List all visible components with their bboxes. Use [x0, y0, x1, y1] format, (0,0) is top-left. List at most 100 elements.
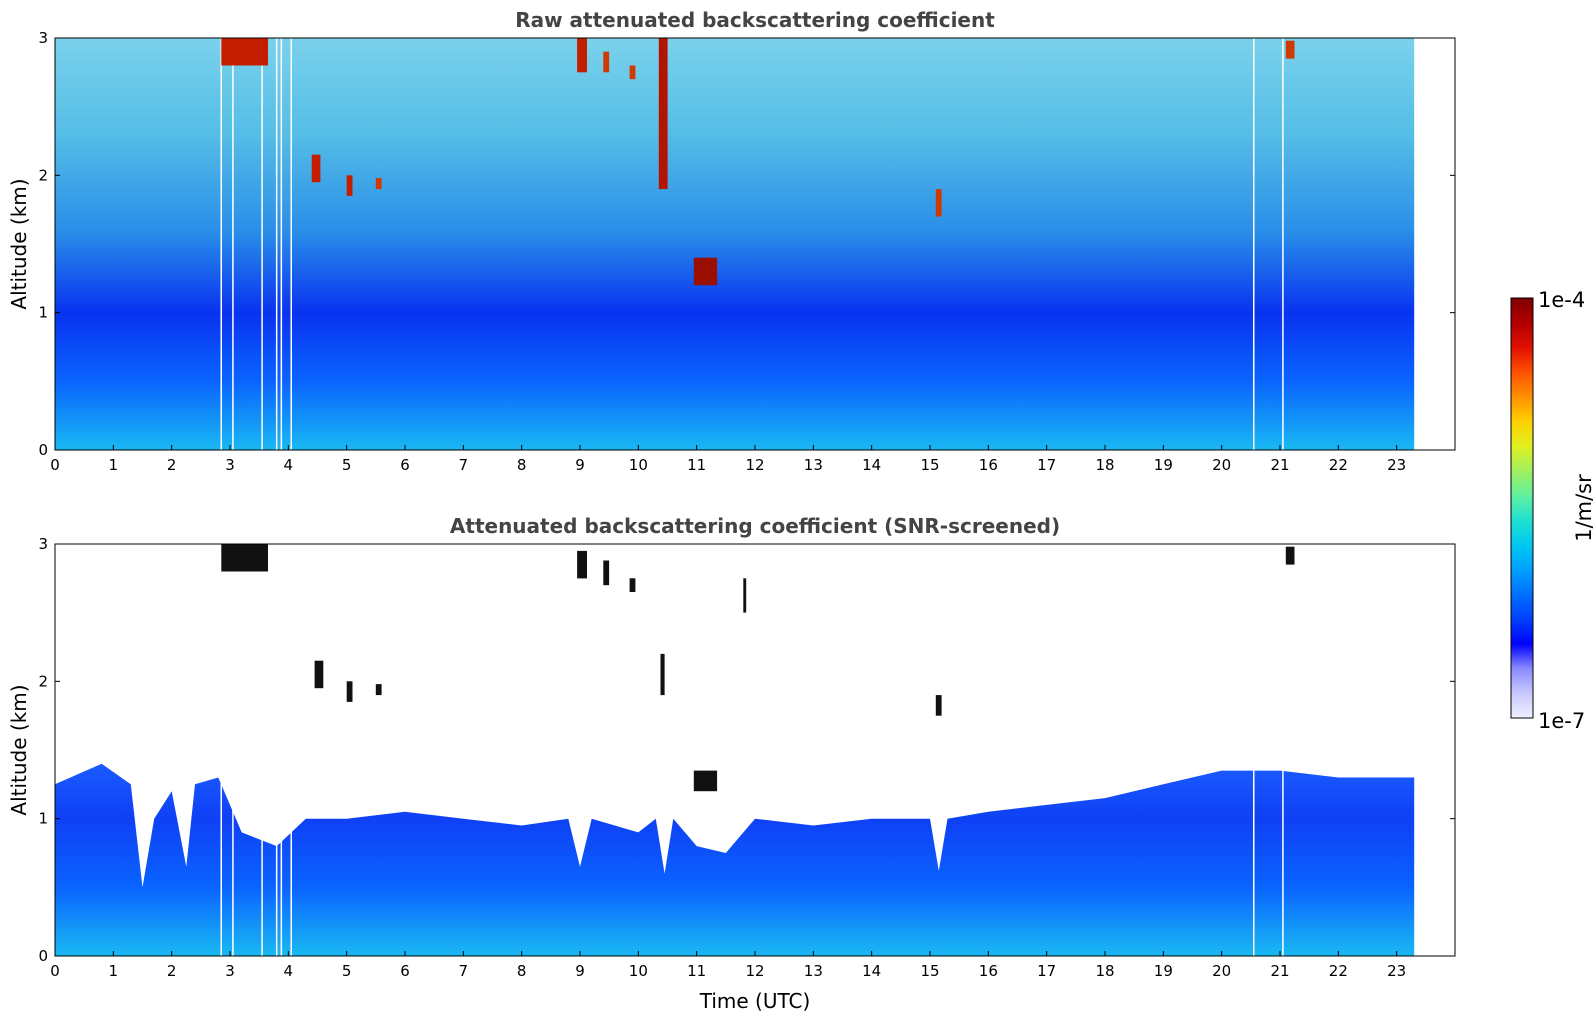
panel-raw-title: Raw attenuated backscattering coefficien…: [515, 8, 995, 32]
x-tick-label: 8: [517, 962, 527, 980]
x-tick-label: 0: [50, 962, 60, 980]
strong-echo-feature: [1285, 40, 1295, 59]
x-tick-label: 21: [1270, 456, 1289, 474]
panel-screened-y-axis: 0 1 2 3: [38, 535, 1455, 965]
strong-echo-feature: [603, 560, 610, 586]
x-tick-label: 10: [629, 456, 648, 474]
x-tick-label: 22: [1329, 456, 1348, 474]
panel-raw-y-label: Altitude (km): [7, 178, 31, 309]
x-tick-label: 15: [920, 962, 939, 980]
panel-screened-plot-area: [55, 544, 1415, 956]
x-tick-label: 17: [1037, 456, 1056, 474]
x-tick-label: 14: [862, 962, 881, 980]
x-tick-label: 7: [459, 456, 469, 474]
colorbar-unit-label: 1/m/sr: [1572, 474, 1595, 542]
strong-echo-feature: [629, 65, 636, 80]
x-tick-label: 1: [109, 456, 119, 474]
x-tick-label: 5: [342, 456, 352, 474]
strong-echo-feature: [311, 154, 321, 183]
colorbar-scale: [1510, 297, 1534, 719]
x-tick-label: 22: [1329, 962, 1348, 980]
x-tick-label: 6: [400, 962, 410, 980]
strong-echo-feature: [935, 189, 942, 217]
x-tick-label: 15: [920, 456, 939, 474]
strong-echo-feature: [314, 660, 324, 689]
panel-screened-y-label: Altitude (km): [7, 684, 31, 815]
strong-echo-feature: [693, 770, 718, 792]
strong-echo-feature: [221, 544, 268, 572]
panel-screened-title: Attenuated backscattering coefficient (S…: [450, 514, 1060, 538]
strong-echo-feature: [693, 257, 718, 286]
strong-echo-feature: [577, 38, 587, 73]
x-tick-label: 9: [575, 456, 585, 474]
x-tick-label: 3: [225, 456, 235, 474]
x-tick-label: 5: [342, 962, 352, 980]
panel-screened-x-axis: 0 1 2 3 4 5 6 7 8 9 10 11 12 13 14 15 16 17 18 19 20 21 22 23: [50, 951, 1406, 980]
strong-echo-feature: [346, 681, 353, 702]
x-tick-label: 11: [687, 962, 706, 980]
panel-raw-plot-area: [55, 38, 1415, 450]
x-tick-label: 8: [517, 456, 527, 474]
y-tick-label: 0: [38, 947, 48, 965]
x-tick-label: 20: [1212, 456, 1231, 474]
x-tick-label: 21: [1270, 962, 1289, 980]
x-tick-label: 10: [629, 962, 648, 980]
panel-raw-x-axis: 0 1 2 3 4 5 6 7 8 9 10 11 12 13 14 15 16 17 18 19 20 21 22 23: [50, 445, 1406, 474]
x-tick-label: 18: [1095, 456, 1114, 474]
strong-echo-feature: [658, 38, 668, 190]
x-tick-label: 20: [1212, 962, 1231, 980]
panel-screened: Attenuated backscattering coefficient (S…: [7, 514, 1456, 1013]
strong-echo-feature: [375, 684, 382, 696]
x-tick-label: 6: [400, 456, 410, 474]
y-tick-label: 2: [38, 166, 48, 184]
strong-echo-feature: [935, 695, 942, 716]
strong-echo-feature: [221, 38, 268, 66]
y-tick-label: 3: [38, 535, 48, 553]
x-tick-label: 23: [1387, 962, 1406, 980]
x-tick-label: 19: [1154, 456, 1173, 474]
x-tick-label: 2: [167, 456, 177, 474]
x-tick-label: 12: [745, 962, 764, 980]
y-tick-label: 0: [38, 441, 48, 459]
x-tick-label: 2: [167, 962, 177, 980]
strong-echo-feature: [603, 51, 610, 73]
strong-echo-feature: [577, 550, 587, 579]
x-tick-label: 13: [804, 962, 823, 980]
y-tick-label: 1: [38, 304, 48, 322]
x-tick-label: 9: [575, 962, 585, 980]
panel-raw: Raw attenuated backscattering coefficien…: [7, 8, 1456, 474]
colorbar: 1e-4 1e-7 1/m/sr: [1510, 288, 1595, 733]
strong-echo-feature: [375, 178, 382, 190]
panel-screened-x-label: Time (UTC): [699, 989, 811, 1013]
x-tick-label: 7: [459, 962, 469, 980]
x-tick-label: 14: [862, 456, 881, 474]
x-tick-label: 23: [1387, 456, 1406, 474]
panel-raw-y-axis: 0 1 2 3: [38, 29, 1455, 459]
y-tick-label: 1: [38, 810, 48, 828]
x-tick-label: 19: [1154, 962, 1173, 980]
x-tick-label: 17: [1037, 962, 1056, 980]
strong-echo-feature: [660, 653, 665, 696]
y-tick-label: 3: [38, 29, 48, 47]
x-tick-label: 13: [804, 456, 823, 474]
strong-echo-feature: [346, 175, 353, 196]
x-tick-label: 16: [979, 456, 998, 474]
strong-echo-feature: [629, 578, 636, 592]
colorbar-max-label: 1e-4: [1538, 288, 1585, 312]
screened-data-region: [55, 763, 1415, 956]
x-tick-label: 3: [225, 962, 235, 980]
x-tick-label: 4: [284, 962, 294, 980]
y-tick-label: 2: [38, 672, 48, 690]
raw-data-region: [55, 38, 1415, 450]
x-tick-label: 1: [109, 962, 119, 980]
x-tick-label: 0: [50, 456, 60, 474]
strong-echo-feature: [743, 578, 747, 613]
x-tick-label: 12: [745, 456, 764, 474]
strong-echo-feature: [1285, 546, 1295, 565]
colorbar-min-label: 1e-7: [1538, 709, 1585, 733]
x-tick-label: 16: [979, 962, 998, 980]
x-tick-label: 11: [687, 456, 706, 474]
x-tick-label: 18: [1095, 962, 1114, 980]
x-tick-label: 4: [284, 456, 294, 474]
